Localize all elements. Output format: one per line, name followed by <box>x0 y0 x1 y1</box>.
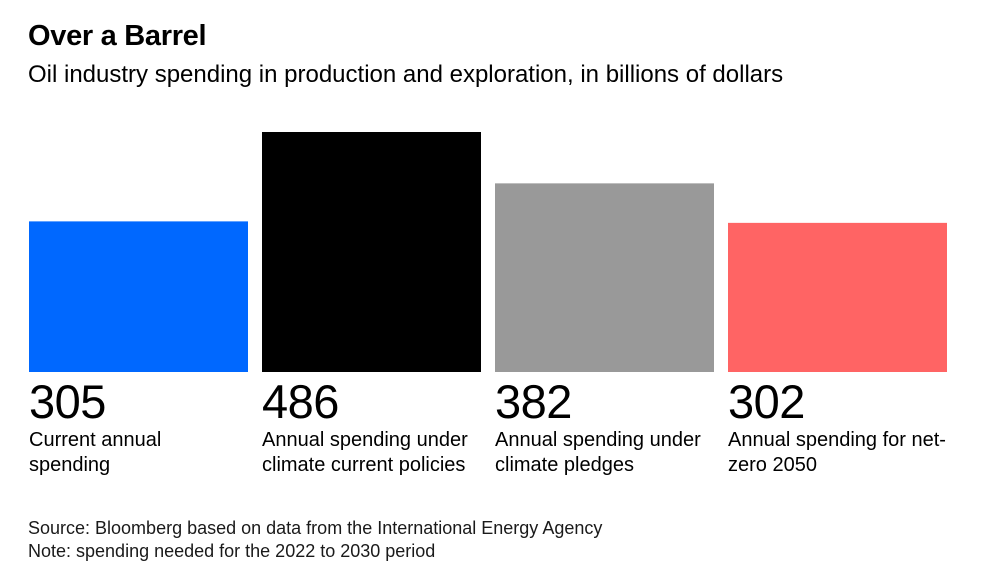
bar-category-label: Annual spending for net-zero 2050 <box>728 429 946 476</box>
bar-2 <box>262 132 481 372</box>
chart-subtitle: Oil industry spending in production and … <box>28 61 784 88</box>
bar-value-label: 486 <box>262 375 339 428</box>
bar-category-label: Annual spending under climate pledges <box>495 429 701 476</box>
bar-value-label: 382 <box>495 375 572 428</box>
bar-1 <box>29 221 248 372</box>
bar-category-label: Annual spending under climate current po… <box>262 429 468 476</box>
bar-category-label: Current annual spending <box>29 429 162 476</box>
bar-value-label: 305 <box>29 375 106 428</box>
bar-3 <box>495 183 714 372</box>
bar-value-label: 302 <box>728 375 805 428</box>
source-note: Source: Bloomberg based on data from the… <box>28 518 603 538</box>
bar-4 <box>728 222 947 372</box>
period-note: Note: spending needed for the 2022 to 20… <box>28 541 436 561</box>
chart-title: Over a Barrel <box>28 20 207 52</box>
